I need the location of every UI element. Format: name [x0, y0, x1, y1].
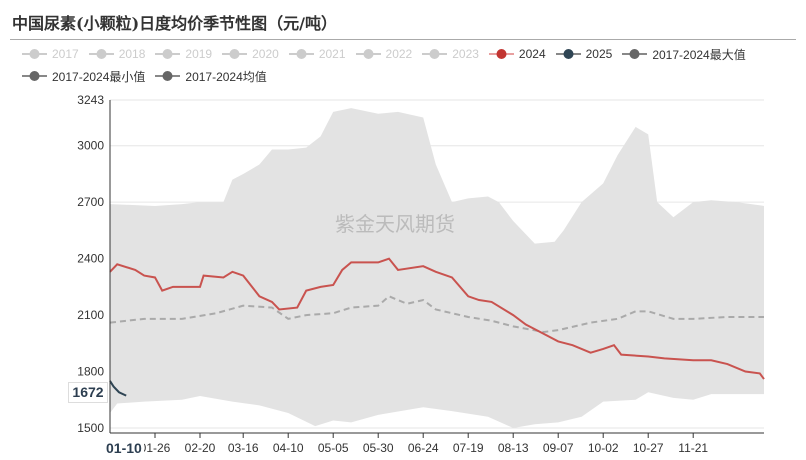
legend-item-2023[interactable]: 2023	[422, 43, 479, 65]
series-2024-line	[109, 257, 765, 380]
legend-marker-icon	[222, 49, 248, 59]
legend-label: 2022	[385, 47, 413, 61]
x-tick-label: 06-24	[408, 441, 439, 455]
legend: 2017 2018 2019 2020 2021 2022 2023 2024 2025 2017…	[22, 43, 802, 87]
x-tick-label: 03-16	[228, 441, 259, 455]
legend-item-2024[interactable]: 2024	[488, 43, 546, 65]
legend-label: 2021	[318, 47, 346, 61]
legend-item-2017[interactable]: 2017	[22, 43, 79, 65]
legend-marker-icon	[355, 49, 381, 59]
legend-label: 2025	[585, 47, 613, 61]
y-tick-label: 1500	[77, 421, 104, 435]
legend-label: 2023	[452, 47, 479, 61]
x-tick-label: 08-13	[498, 441, 529, 455]
legend-marker-icon	[488, 49, 514, 59]
x-tick-label: 11-21	[678, 441, 708, 455]
x-tick-label: 09-07	[543, 441, 574, 455]
x-pointer-label: 01-10	[106, 440, 144, 456]
y-tick-label: 2100	[77, 308, 104, 322]
y-tick-label: 3000	[77, 139, 104, 153]
legend-item-2025[interactable]: 2025	[555, 43, 613, 65]
legend-item-2022[interactable]: 2022	[355, 43, 413, 65]
x-tick-label: 01-26	[140, 441, 171, 455]
x-tick-label: 07-19	[453, 441, 484, 455]
legend-label: 2017-2024均值	[185, 69, 267, 84]
y-tick-label: 3243	[77, 93, 104, 107]
legend-label: 2018	[118, 47, 146, 61]
legend-label: 2020	[252, 47, 279, 61]
x-tick-label: 05-30	[363, 441, 394, 455]
x-tick-label: 05-05	[318, 441, 349, 455]
x-tick-label: 10-27	[633, 441, 664, 455]
legend-label: 2017	[52, 47, 79, 61]
legend-marker-icon	[422, 49, 448, 59]
legend-label: 2024	[518, 47, 546, 61]
legend-item-2020[interactable]: 2020	[222, 43, 279, 65]
y-tick-label: 1800	[77, 365, 104, 379]
y-pointer-label: 1672	[68, 382, 108, 403]
legend-marker-icon	[622, 49, 648, 59]
legend-label: 2017-2024最大值	[652, 47, 746, 62]
title-divider	[10, 39, 796, 40]
legend-label: 2017-2024最小值	[52, 69, 146, 84]
legend-marker-icon	[88, 49, 114, 59]
chart-title: 中国尿素(小颗粒)日度均价季节性图（元/吨）	[12, 14, 337, 33]
legend-marker-icon	[155, 49, 181, 59]
y-tick-label: 2700	[77, 195, 104, 209]
legend-item-2018[interactable]: 2018	[88, 43, 146, 65]
legend-item-2019[interactable]: 2019	[155, 43, 212, 65]
legend-label: 2019	[185, 47, 213, 61]
legend-item-2021[interactable]: 2021	[288, 43, 346, 65]
legend-marker-icon	[22, 71, 47, 81]
legend-item-2017-2024均值[interactable]: 2017-2024均值	[155, 65, 267, 87]
series-mean-line	[109, 295, 764, 334]
legend-marker-icon	[555, 49, 581, 59]
series-2025-line	[109, 380, 127, 397]
y-tick-label: 2400	[77, 252, 104, 266]
watermark: 紫金天风期货	[335, 214, 455, 236]
legend-marker-icon	[22, 49, 47, 59]
x-tick-label: 04-10	[273, 441, 304, 455]
legend-marker-icon	[155, 71, 181, 81]
x-tick-label: 02-20	[185, 441, 216, 455]
legend-item-2017-2024最小值[interactable]: 2017-2024最小值	[22, 65, 145, 87]
legend-item-2017-2024最大值[interactable]: 2017-2024最大值	[622, 43, 746, 65]
x-tick-label: 10-02	[588, 441, 619, 455]
legend-marker-icon	[288, 49, 314, 59]
max-min-band	[110, 108, 764, 428]
